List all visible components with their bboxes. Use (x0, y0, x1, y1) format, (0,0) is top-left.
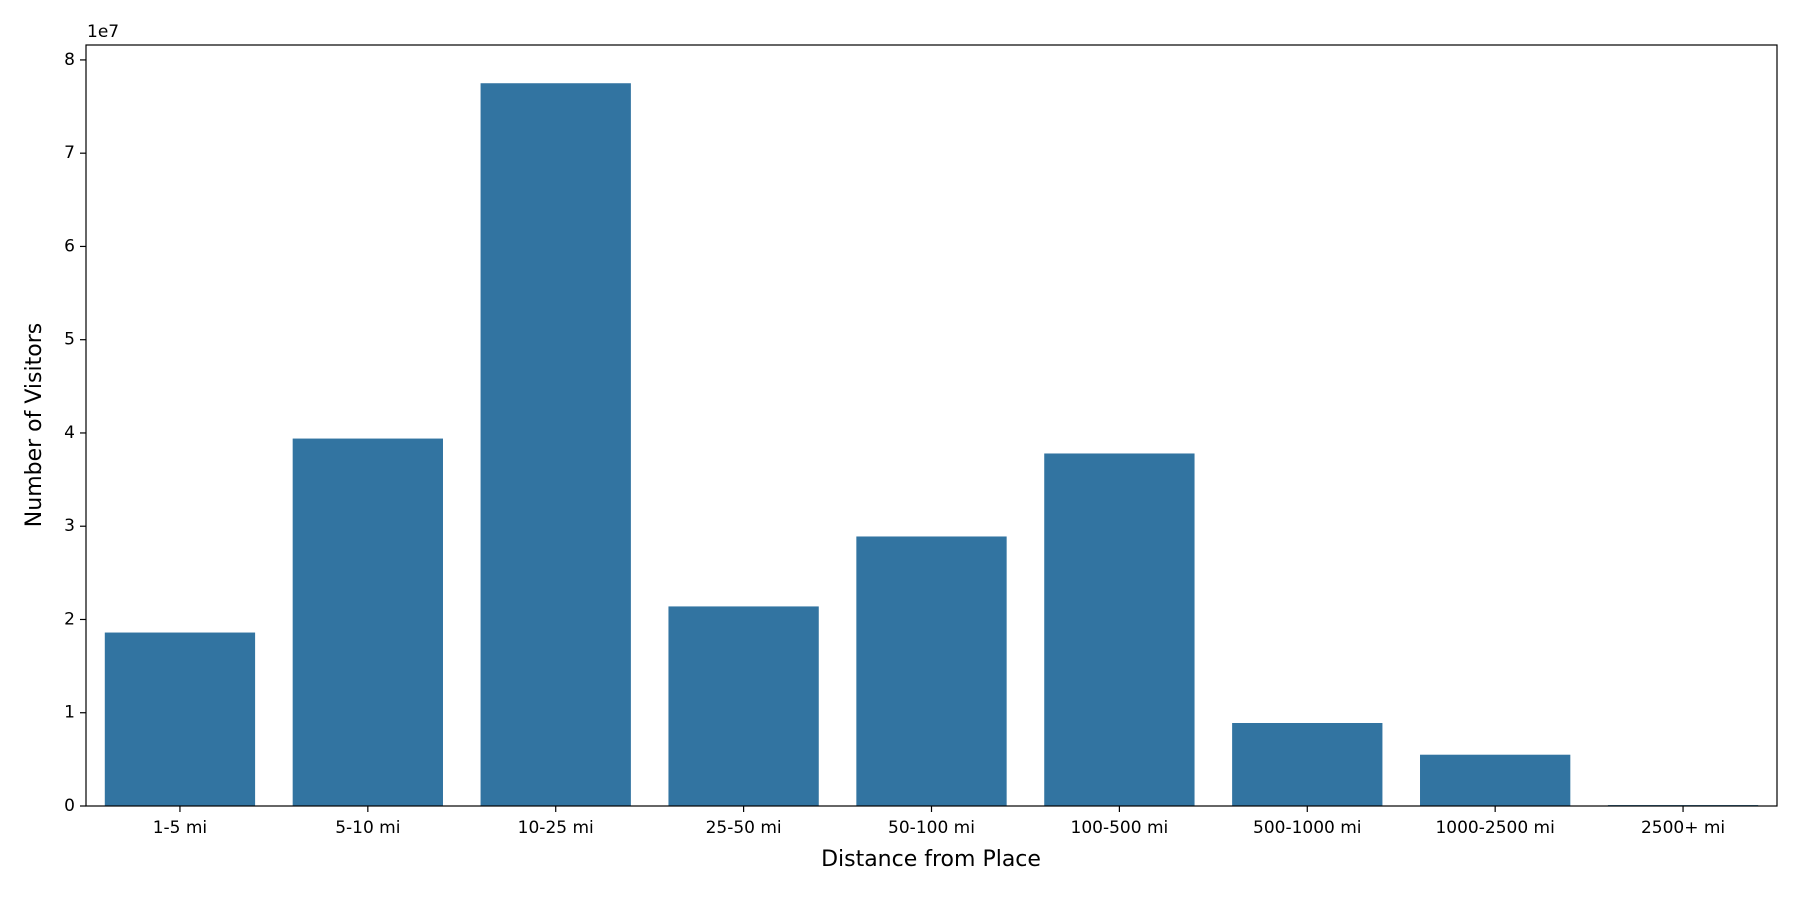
x-tick-label: 500-1000 mi (1253, 818, 1362, 838)
bar (292, 438, 443, 806)
bar (1420, 754, 1571, 806)
y-tick-label: 2 (64, 609, 75, 629)
x-axis-label: Distance from Place (821, 847, 1041, 872)
x-tick-label: 1000-2500 mi (1435, 818, 1554, 838)
y-tick-label: 6 (64, 236, 75, 256)
x-tick-label: 2500+ mi (1641, 818, 1725, 838)
x-tick-label: 5-10 mi (335, 818, 400, 838)
bar (1044, 453, 1195, 806)
x-tick-label: 50-100 mi (888, 818, 975, 838)
x-tick-label: 100-500 mi (1071, 818, 1169, 838)
bar (104, 632, 256, 806)
bar (480, 83, 631, 807)
y-offset-text: 1e7 (87, 22, 119, 42)
y-tick-label: 7 (64, 143, 75, 163)
x-tick-label: 1-5 mi (153, 818, 207, 838)
y-tick-label: 5 (64, 330, 75, 350)
y-tick-label: 0 (64, 796, 75, 816)
bar (668, 606, 819, 806)
bar (856, 536, 1007, 806)
x-tick-label: 10-25 mi (518, 818, 594, 838)
y-tick-label: 3 (64, 516, 75, 536)
bar (1232, 722, 1383, 806)
y-tick-label: 1 (64, 703, 75, 723)
y-tick-label: 8 (64, 50, 75, 70)
y-axis-label: Number of Visitors (22, 323, 47, 527)
y-tick-label: 4 (64, 423, 75, 443)
plot-frame (85, 44, 1778, 807)
x-tick-label: 25-50 mi (706, 818, 782, 838)
